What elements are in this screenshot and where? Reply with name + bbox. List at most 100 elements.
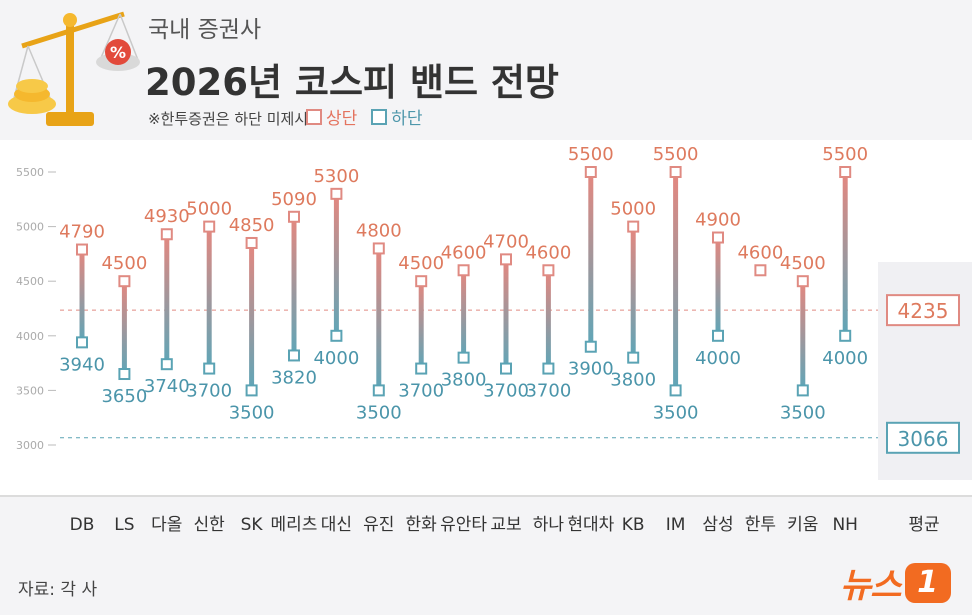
footnote: ※한투증권은 하단 미제시 xyxy=(148,110,309,128)
news1-logo: 뉴스 1 xyxy=(840,558,951,607)
lower-marker xyxy=(712,329,724,342)
x-tick-label: 하나 xyxy=(533,515,565,535)
legend-item-lower: 하단 xyxy=(371,104,423,129)
legend-swatch-lower xyxy=(371,108,388,125)
lower-value-label: 3500 xyxy=(229,402,275,423)
lower-value-label: 3800 xyxy=(441,370,487,391)
x-tick-label: 한투 xyxy=(745,515,776,535)
lower-value-label: 3940 xyxy=(59,354,105,375)
range-bar xyxy=(503,259,509,369)
legend-item-upper: 상단 xyxy=(306,104,357,129)
upper-value-label: 5500 xyxy=(653,144,699,165)
range-bar xyxy=(800,281,806,391)
x-axis: DB LS 다올 신한 SK 메리츠 대신 유진 한화 유안타 교보 하나 현대차 KB IM 삼성 한투 키움 N… xyxy=(70,515,940,535)
upper-marker xyxy=(500,253,512,266)
y-tick-label: 5500 xyxy=(16,166,44,179)
page-title: 2026년 코스피 밴드 전망 xyxy=(145,61,559,104)
y-tick-label: 4000 xyxy=(16,330,44,343)
lower-marker xyxy=(839,329,852,342)
range-bar xyxy=(630,226,636,358)
range-bar xyxy=(418,281,424,369)
y-tick-label: 5000 xyxy=(16,221,44,234)
upper-marker xyxy=(415,275,428,288)
upper-value-label: 5500 xyxy=(568,144,614,165)
x-tick-label: 현대차 xyxy=(567,515,614,535)
upper-value-label: 4790 xyxy=(59,222,105,243)
upper-marker xyxy=(76,243,88,256)
x-tick-label: SK xyxy=(241,515,264,535)
range-bar xyxy=(164,234,170,365)
lower-value-label: 3500 xyxy=(653,402,699,423)
upper-marker xyxy=(839,166,852,178)
range-bar xyxy=(376,248,382,391)
upper-value-label: 5000 xyxy=(610,199,656,220)
y-tick-label: 3500 xyxy=(16,384,44,397)
lower-value-label: 4000 xyxy=(695,348,741,369)
x-tick-label-average: 평균 xyxy=(908,515,939,535)
source-note: 자료: 각 사 xyxy=(18,580,98,600)
y-tick-label: 3000 xyxy=(16,439,44,452)
balance-scale-icon: % xyxy=(8,11,140,126)
range-bar xyxy=(588,172,594,347)
upper-marker xyxy=(160,228,173,241)
average-upper-box xyxy=(886,294,960,327)
upper-marker xyxy=(330,187,343,200)
range-bar xyxy=(206,226,212,369)
upper-marker xyxy=(372,242,385,255)
upper-marker xyxy=(457,264,470,277)
lower-value-label: 3900 xyxy=(568,359,614,380)
range-bar xyxy=(461,270,467,358)
x-tick-label: 키움 xyxy=(787,515,818,535)
lower-marker xyxy=(415,362,428,375)
lower-marker xyxy=(372,384,385,397)
lower-value-label: 3500 xyxy=(356,402,402,423)
x-tick-label: 한화 xyxy=(406,515,438,535)
lower-marker xyxy=(330,329,343,342)
range-bar xyxy=(715,237,721,336)
upper-value-label: 4600 xyxy=(525,242,571,263)
x-tick-label: 삼성 xyxy=(702,515,733,535)
average-lines xyxy=(60,309,880,439)
lower-value-label: 3820 xyxy=(271,367,317,388)
range-bar xyxy=(545,270,551,369)
range-bar xyxy=(842,172,848,336)
lower-marker xyxy=(500,362,512,375)
lower-value-label: 3700 xyxy=(398,381,444,402)
upper-marker xyxy=(627,220,640,233)
x-tick-label: 교보 xyxy=(490,515,521,535)
average-upper-value: 4235 xyxy=(898,299,949,323)
lower-value-label: 3500 xyxy=(780,402,826,423)
lower-value-label: 4000 xyxy=(822,348,868,369)
lower-marker xyxy=(457,351,470,364)
lower-marker xyxy=(288,349,300,362)
upper-value-label: 4900 xyxy=(695,210,741,231)
average-panel: 4235 3066 xyxy=(878,262,972,480)
average-lower-value: 3066 xyxy=(898,427,949,451)
bars: 4790 3940 4500 3650 4930 3740 5000 3700 4850 3500… xyxy=(59,144,868,423)
average-lower-box xyxy=(886,421,960,454)
x-tick-label: 메리츠 xyxy=(271,515,318,535)
upper-marker xyxy=(542,264,555,277)
upper-value-label: 4500 xyxy=(780,253,826,274)
range-bar xyxy=(79,249,85,343)
x-tick-label: NH xyxy=(832,515,858,535)
lower-marker xyxy=(160,358,173,371)
lower-marker xyxy=(669,384,682,397)
lower-marker xyxy=(245,384,258,397)
x-tick-label: 신한 xyxy=(194,515,226,535)
x-tick-label: KB xyxy=(622,515,645,535)
x-tick-label: IM xyxy=(666,515,686,535)
x-tick-label: 대신 xyxy=(321,515,352,535)
lower-value-label: 3700 xyxy=(186,381,232,402)
plot-panel xyxy=(0,140,972,496)
range-bar xyxy=(121,281,127,375)
upper-value-label: 5500 xyxy=(822,144,868,165)
x-tick-label: 유진 xyxy=(363,515,394,535)
upper-value-label: 5300 xyxy=(313,166,359,187)
lower-marker xyxy=(76,336,88,349)
upper-value-label: 4800 xyxy=(356,220,402,241)
logo-badge: 1 xyxy=(904,562,951,603)
upper-marker xyxy=(712,231,724,244)
legend-label-lower: 하단 xyxy=(391,109,423,129)
